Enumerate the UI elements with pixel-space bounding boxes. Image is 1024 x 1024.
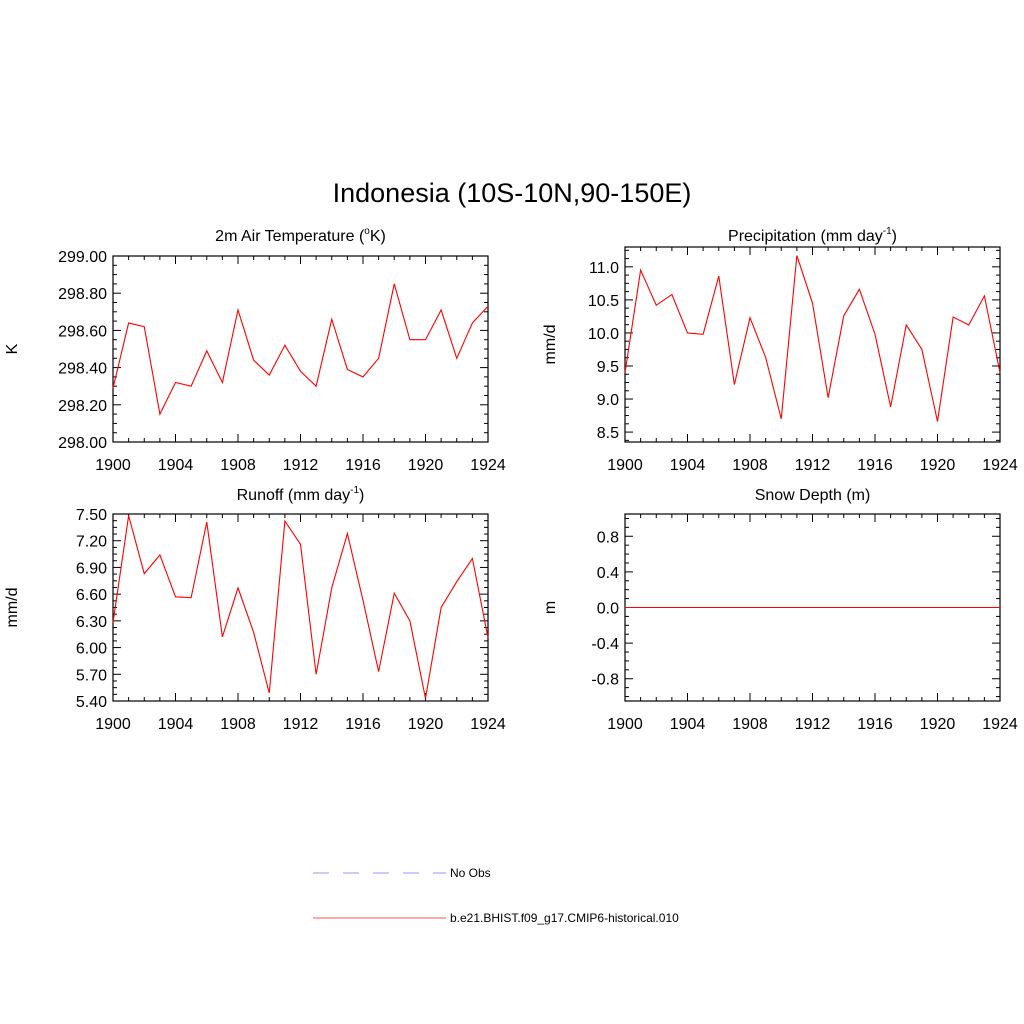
chart-1-x-tick-label: 1920 [920,457,956,474]
chart-0-title: 2m Air Temperature (oK) [215,226,386,245]
chart-3-x-tick-label: 1900 [607,716,643,733]
chart-2-x-tick-label: 1920 [408,716,444,733]
chart-1-y-tick-label: 10.5 [588,293,619,310]
chart-0-y-tick-label: 298.00 [58,435,107,452]
chart-2-y-tick-label: 7.50 [76,507,107,524]
chart-3-x-tick-label: 1908 [732,716,768,733]
runoff-frame [112,513,489,702]
chart-0-y-tick-label: 299.00 [58,249,107,266]
legend-label-model: b.e21.BHIST.f09_g17.CMIP6-historical.010 [450,911,679,925]
chart-3-x-tick-label: 1916 [857,716,893,733]
chart-3-y-tick-label: 0.8 [597,529,619,546]
chart-0-x-tick-label: 1904 [158,457,194,474]
chart-1-series-line [624,255,1001,422]
chart-0-ylabel: K [4,343,21,354]
chart-2-y-tick-label: 5.40 [76,694,107,711]
figure-title: Indonesia (10S-10N,90-150E) [333,178,692,208]
chart-2-series-line [112,515,489,699]
chart-2-y-tick-label: 6.30 [76,614,107,631]
panel-snow-depth: 1900 1904 1908 1912 1916 1920 1924 -0.8 -0.4 0.0 0… [542,487,1018,733]
chart-1-x-tick-label: 1924 [982,457,1018,474]
chart-1-y-tick-label: 11.0 [589,260,619,277]
chart-0-x-tick-label: 1916 [345,457,381,474]
chart-0-series-line [112,283,489,416]
chart-0-x-tick-label: 1912 [283,457,319,474]
chart-1-x-tick-label: 1904 [670,457,706,474]
chart-2-x-tick-label: 1908 [220,716,256,733]
panel-runoff: 1900 1904 1908 1912 1916 1920 1924 5.40 5.70 6.00… [4,485,506,733]
chart-1-x-tick-label: 1916 [857,457,893,474]
chart-0-y-tick-label: 298.80 [58,286,107,303]
chart-2-y-tick-label: 5.70 [76,667,107,684]
chart-2-x-tick-label: 1924 [470,716,506,733]
chart-3-ylabel: m [542,601,559,614]
chart-0-x-tick-label: 1908 [220,457,256,474]
chart-0-y-tick-label: 298.40 [58,361,107,378]
chart-3-title: Snow Depth (m) [755,487,871,504]
chart-3-x-tick-label: 1924 [982,716,1018,733]
chart-2-x-tick-label: 1904 [158,716,194,733]
chart-0-x-tick-label: 1924 [470,457,506,474]
chart-1-x-tick-label: 1912 [795,457,831,474]
chart-1-y-tick-label: 9.5 [597,359,619,376]
chart-2-ylabel: mm/d [4,588,21,628]
chart-3-y-tick-label: -0.8 [591,672,619,689]
chart-0-x-tick-label: 1900 [95,457,131,474]
chart-2-x-tick-label: 1912 [283,716,319,733]
chart-3-y-tick-label: 0.0 [597,601,619,618]
chart-2-title: Runoff (mm day-1) [237,485,365,504]
chart-3-x-tick-label: 1912 [795,716,831,733]
chart-3-x-tick-label: 1920 [920,716,956,733]
chart-2-y-tick-label: 7.20 [76,534,107,551]
precipitation-frame [624,246,1001,443]
chart-1-x-tick-label: 1908 [732,457,768,474]
chart-2-x-tick-label: 1916 [345,716,381,733]
panel-precipitation: 1900 1904 1908 1912 1916 1920 1924 8.5 9.0 9.5 10.… [542,226,1018,474]
legend: No Obs b.e21.BHIST.f09_g17.CMIP6-histori… [313,866,679,925]
chart-3-y-tick-label: -0.4 [591,636,619,653]
chart-1-x-tick-label: 1900 [607,457,643,474]
chart-1-y-tick-label: 10.0 [588,326,619,343]
chart-0-x-tick-label: 1920 [408,457,444,474]
chart-2-y-tick-label: 6.60 [76,587,107,604]
legend-label-no-obs: No Obs [450,866,491,880]
chart-2-y-tick-label: 6.00 [76,641,107,658]
chart-0-y-tick-label: 298.20 [58,398,107,415]
chart-1-y-tick-label: 9.0 [597,392,619,409]
chart-1-title: Precipitation (mm day-1) [728,226,897,245]
chart-3-y-tick-label: 0.4 [597,565,619,582]
chart-1-ylabel: mm/d [542,325,559,365]
air-temperature-frame [112,255,489,443]
chart-3-x-tick-label: 1904 [670,716,706,733]
chart-2-y-tick-label: 6.90 [76,560,107,577]
chart-1-y-tick-label: 8.5 [597,425,619,442]
chart-2-x-tick-label: 1900 [95,716,131,733]
chart-0-y-tick-label: 298.60 [58,323,107,340]
panel-air-temperature: 1900 1904 1908 1912 1916 1920 1924 298.00 298.20… [4,226,506,474]
